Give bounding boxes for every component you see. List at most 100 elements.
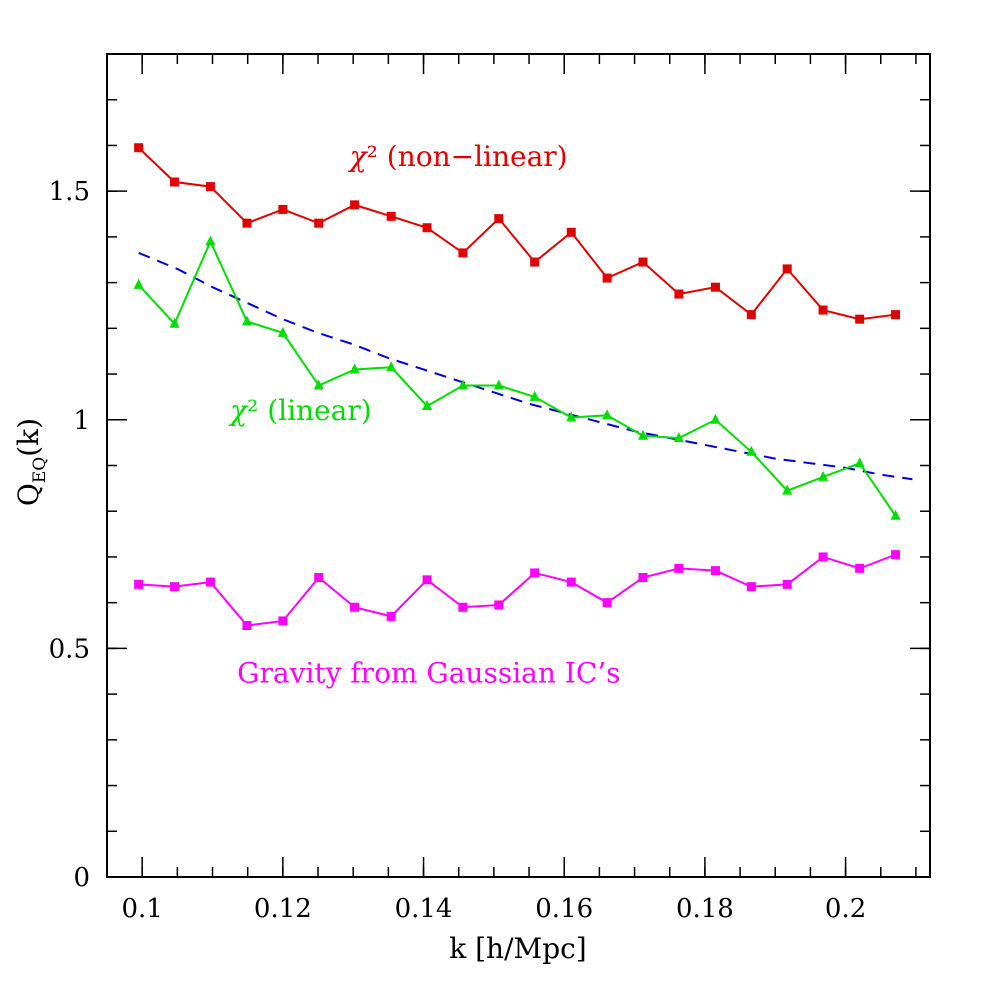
data-point bbox=[242, 621, 252, 631]
x-tick-labels: 0.1 0.12 0.14 0.16 0.18 0.2 bbox=[121, 894, 866, 924]
data-point bbox=[205, 182, 215, 192]
x-tick-label: 0.1 bbox=[121, 894, 162, 924]
data-point bbox=[349, 363, 360, 374]
data-point bbox=[278, 616, 288, 626]
data-point bbox=[170, 582, 180, 592]
data-point bbox=[313, 379, 324, 390]
data-point bbox=[710, 282, 720, 292]
data-point bbox=[566, 411, 577, 422]
data-point bbox=[855, 314, 865, 324]
data-point bbox=[278, 204, 288, 214]
y-axis-label-sub: EQ bbox=[30, 457, 50, 483]
data-point bbox=[602, 409, 613, 420]
data-point bbox=[386, 361, 397, 372]
data-point bbox=[134, 579, 144, 589]
y-tick-label: 0.5 bbox=[49, 634, 90, 664]
data-point bbox=[494, 214, 504, 224]
data-point bbox=[710, 566, 720, 576]
y-tick-labels: 0 0.5 1 1.5 bbox=[49, 177, 90, 893]
series-0 bbox=[134, 143, 901, 324]
x-axis-label: k [h/Mpc] bbox=[449, 932, 586, 965]
annotation-text: ² (linear) bbox=[247, 394, 372, 427]
y-tick-label: 1 bbox=[73, 406, 90, 436]
data-point bbox=[891, 550, 901, 560]
y-tick-label: 1.5 bbox=[49, 177, 90, 207]
data-point bbox=[891, 310, 901, 320]
x-tick-label: 0.12 bbox=[254, 894, 312, 924]
data-point bbox=[530, 257, 540, 267]
data-point bbox=[169, 317, 180, 328]
data-point bbox=[818, 470, 829, 481]
data-point bbox=[314, 573, 324, 583]
data-point bbox=[458, 248, 468, 258]
data-point bbox=[710, 413, 721, 424]
series-group bbox=[133, 143, 901, 631]
data-point bbox=[386, 611, 396, 621]
data-point bbox=[638, 573, 648, 583]
annotation-text: ² (non−linear) bbox=[367, 140, 568, 173]
data-point bbox=[566, 577, 576, 587]
data-point bbox=[674, 289, 684, 299]
plot-frame bbox=[106, 53, 931, 878]
data-point bbox=[205, 235, 216, 246]
data-point bbox=[350, 200, 360, 210]
annotations: χ² (non−linear)χ² (linear)Gravity from G… bbox=[228, 140, 620, 690]
y-axis-label: QEQ(k) bbox=[12, 418, 50, 506]
x-tick-label: 0.14 bbox=[395, 894, 453, 924]
data-point bbox=[242, 218, 252, 228]
series-line bbox=[137, 239, 897, 517]
data-point bbox=[457, 379, 468, 390]
data-point bbox=[602, 598, 612, 608]
y-tick-label: 0 bbox=[73, 863, 90, 893]
data-point bbox=[133, 278, 144, 289]
data-point bbox=[170, 177, 180, 187]
series-1 bbox=[133, 235, 901, 520]
data-point bbox=[746, 582, 756, 592]
data-point bbox=[638, 429, 649, 440]
data-point bbox=[422, 400, 433, 411]
annotation-0: χ² (non−linear) bbox=[348, 140, 568, 173]
data-point bbox=[602, 273, 612, 283]
x-tick-label: 0.2 bbox=[825, 894, 866, 924]
data-point bbox=[529, 390, 540, 401]
data-point bbox=[205, 577, 215, 587]
x-tick-label: 0.16 bbox=[535, 894, 593, 924]
data-point bbox=[782, 264, 792, 274]
data-point bbox=[638, 257, 648, 267]
data-point bbox=[493, 379, 504, 390]
data-point bbox=[746, 445, 757, 456]
data-point bbox=[350, 602, 360, 612]
y-axis-label-main: Q bbox=[12, 483, 45, 506]
data-point bbox=[422, 575, 432, 585]
data-point bbox=[782, 579, 792, 589]
data-point bbox=[818, 552, 828, 562]
data-point bbox=[277, 326, 288, 337]
annotation-text: Gravity from Gaussian IC’s bbox=[237, 657, 620, 690]
data-point bbox=[386, 211, 396, 221]
x-tick-label: 0.18 bbox=[676, 894, 734, 924]
data-point bbox=[566, 227, 576, 237]
y-axis-label-tail: (k) bbox=[12, 418, 45, 457]
data-point bbox=[673, 432, 684, 443]
data-point bbox=[458, 602, 468, 612]
data-point bbox=[782, 484, 793, 495]
data-point bbox=[134, 143, 144, 153]
fit-curve-group bbox=[138, 251, 913, 481]
data-point bbox=[890, 509, 901, 520]
data-point bbox=[422, 223, 432, 233]
data-point bbox=[494, 600, 504, 610]
data-point bbox=[746, 310, 756, 320]
annotation-2: Gravity from Gaussian IC’s bbox=[237, 657, 620, 690]
series-2 bbox=[134, 550, 901, 631]
series-line bbox=[137, 147, 896, 321]
data-point bbox=[674, 563, 684, 573]
data-point bbox=[314, 218, 324, 228]
annotation-symbol: χ bbox=[228, 394, 249, 427]
data-point bbox=[530, 568, 540, 578]
data-point bbox=[241, 315, 252, 326]
annotation-symbol: χ bbox=[348, 140, 369, 173]
data-point bbox=[818, 305, 828, 315]
data-point bbox=[855, 563, 865, 573]
